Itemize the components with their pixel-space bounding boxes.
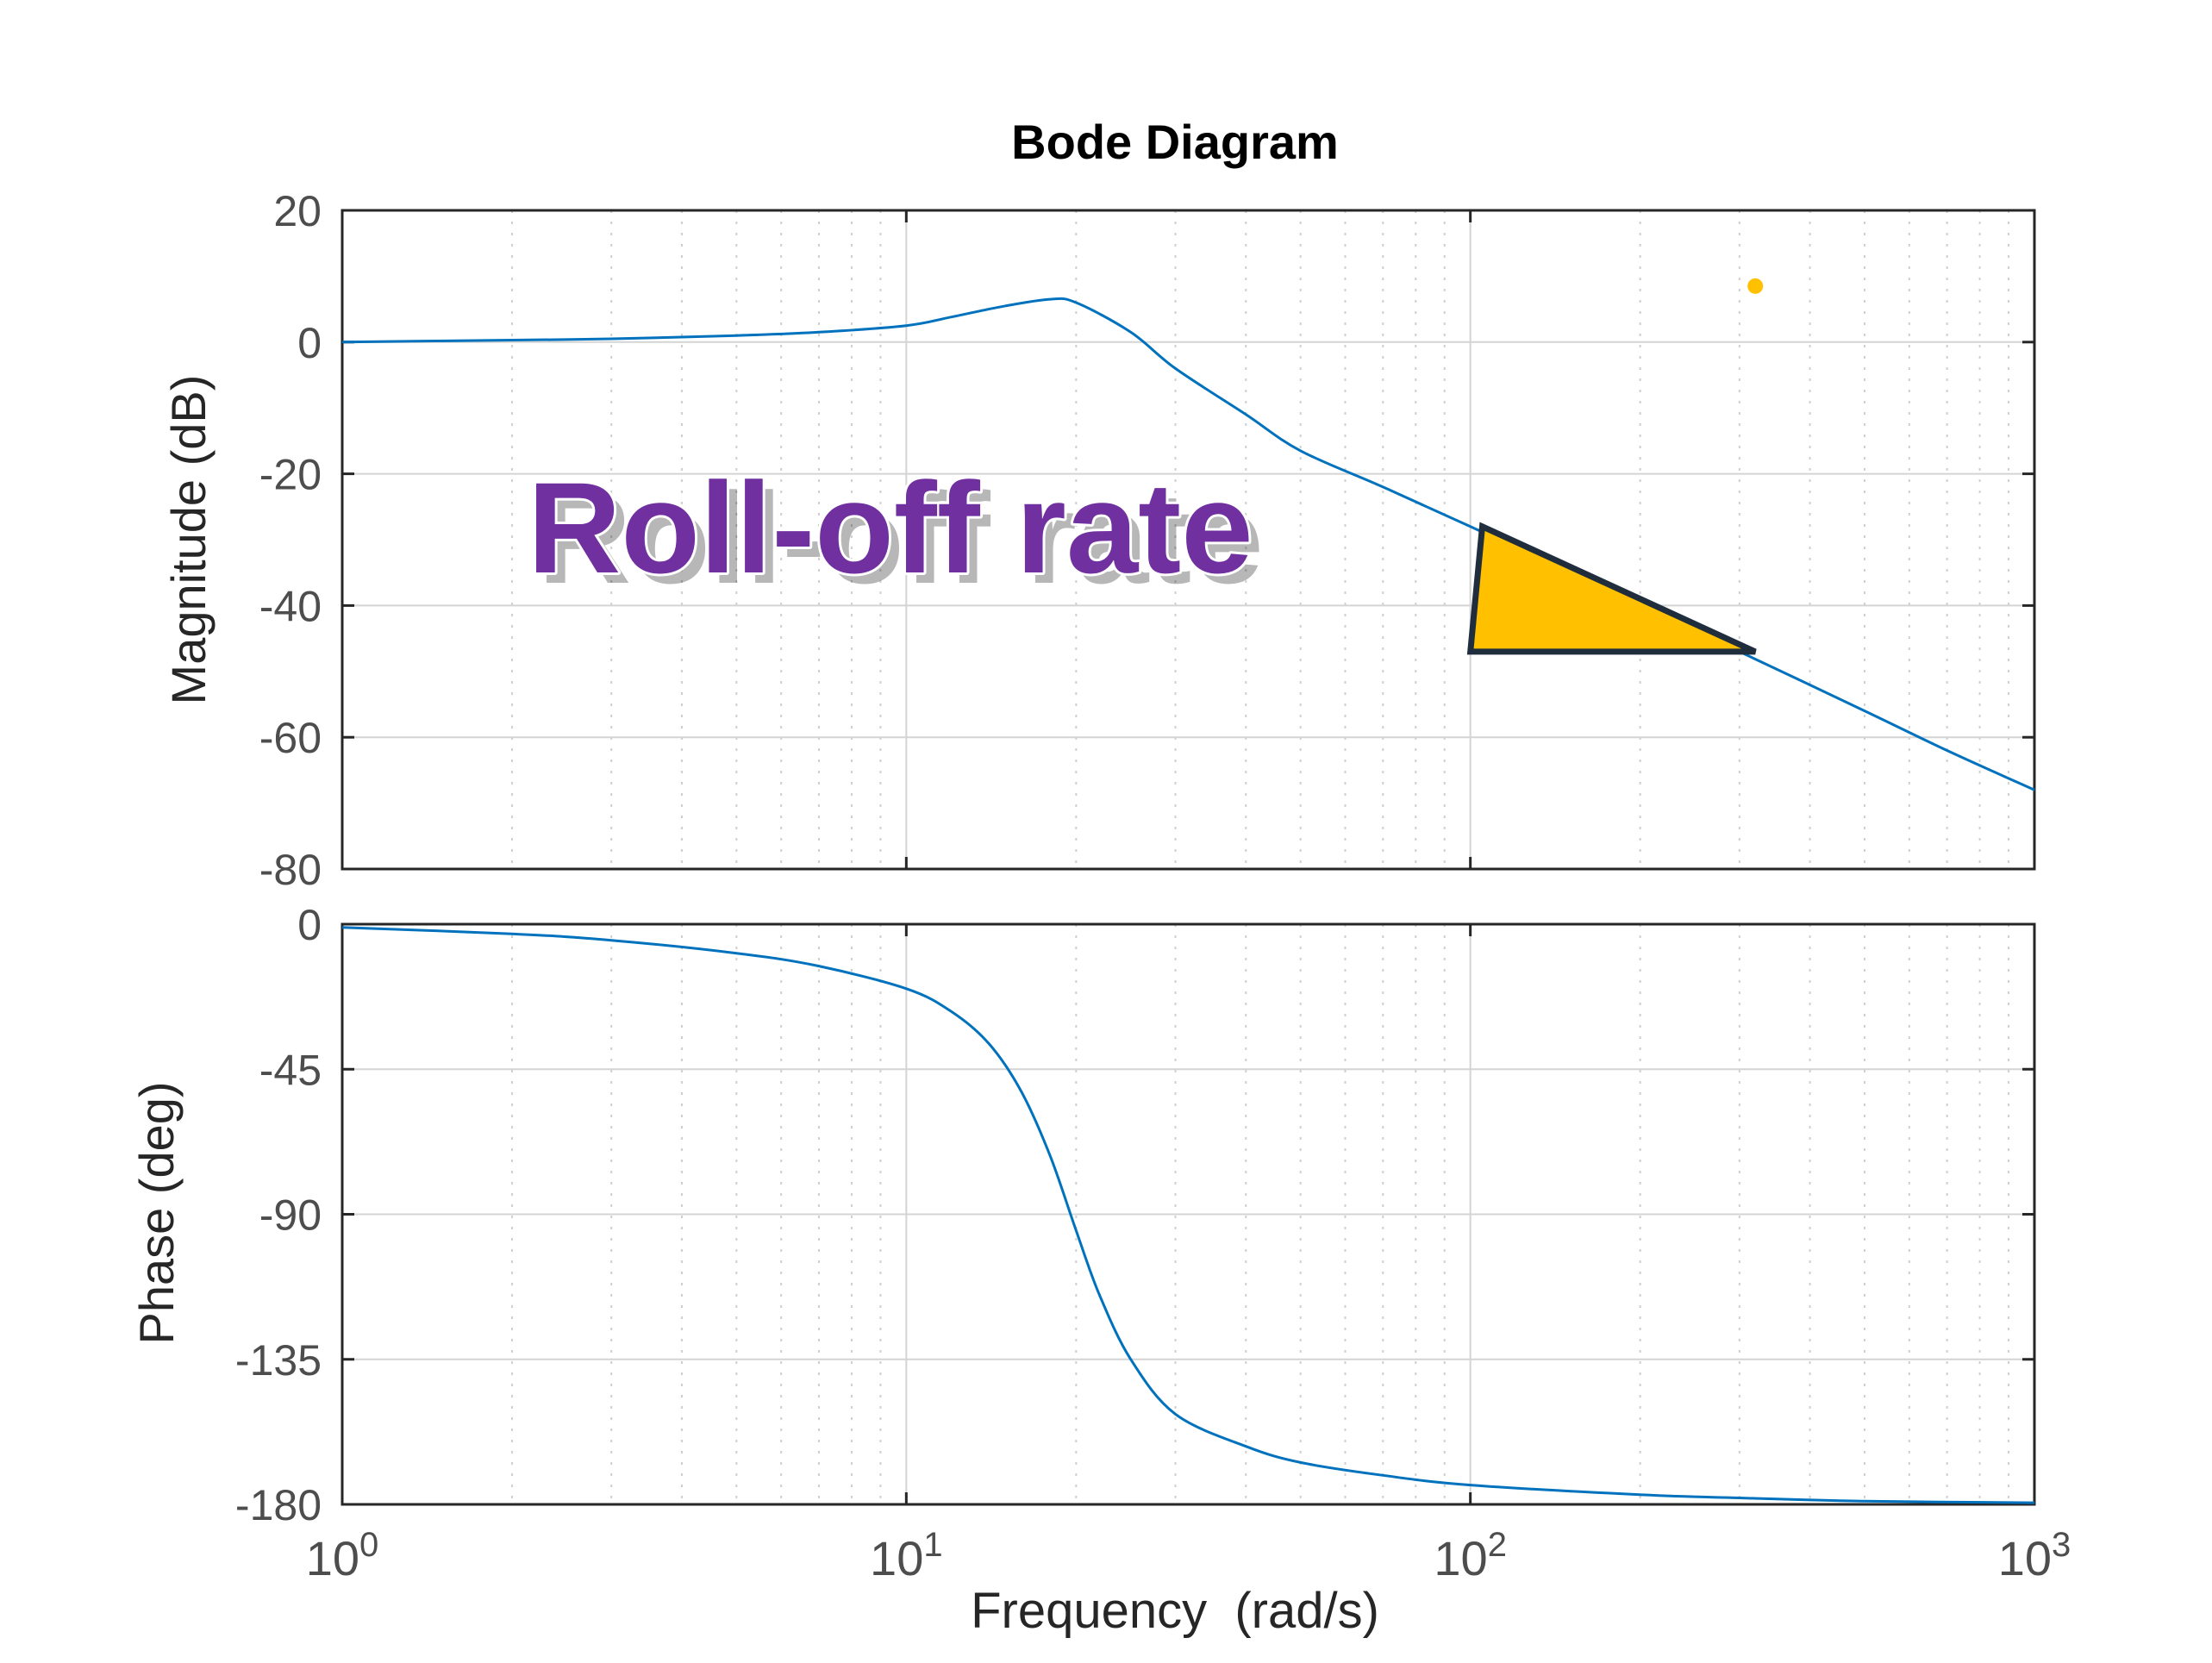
roll-off-rate-annotation: Roll-off rate (528, 455, 1253, 600)
y-tick-label: -40 (259, 582, 322, 630)
y-tick-label: -20 (259, 451, 322, 499)
y-tick-label: -45 (259, 1046, 322, 1094)
orange-marker-dot (1747, 278, 1764, 294)
x-tick-labels: 100 101 102 103 (306, 1526, 2071, 1585)
x-axis-label: Frequency (rad/s) (971, 1583, 1379, 1639)
y-tick-label: 20 (273, 187, 322, 235)
x-tick-label: 100 (306, 1526, 379, 1585)
phase-y-ticks: 0 -45 -90 -135 -180 (235, 901, 2036, 1529)
chart-title: Bode Diagram (1011, 115, 1339, 169)
x-tick-label: 101 (870, 1526, 943, 1585)
y-tick-label: -90 (259, 1191, 322, 1240)
y-tick-label: -80 (259, 846, 322, 894)
y-tick-label: -135 (235, 1336, 322, 1385)
x-tick-label: 103 (1998, 1526, 2071, 1585)
roll-off-rate-shadow: Roll-off rate (538, 466, 1264, 610)
y-tick-label: -180 (235, 1481, 322, 1529)
roll-off-slope-triangle (1466, 522, 1757, 655)
y-tick-label: 0 (297, 901, 322, 949)
y-tick-label: 0 (297, 319, 322, 367)
magnitude-y-ticks: 20 0 -20 -40 -60 -80 (259, 187, 2036, 894)
magnitude-axes (341, 209, 2036, 871)
y-tick-label: -60 (259, 714, 322, 762)
x-tick-label: 102 (1434, 1526, 1507, 1585)
phase-grid (342, 923, 2034, 1505)
magnitude-y-axis-label: Magnitude (dB) (161, 375, 216, 705)
phase-y-axis-label: Phase (deg) (129, 1081, 184, 1344)
phase-series-line (341, 926, 2035, 1504)
